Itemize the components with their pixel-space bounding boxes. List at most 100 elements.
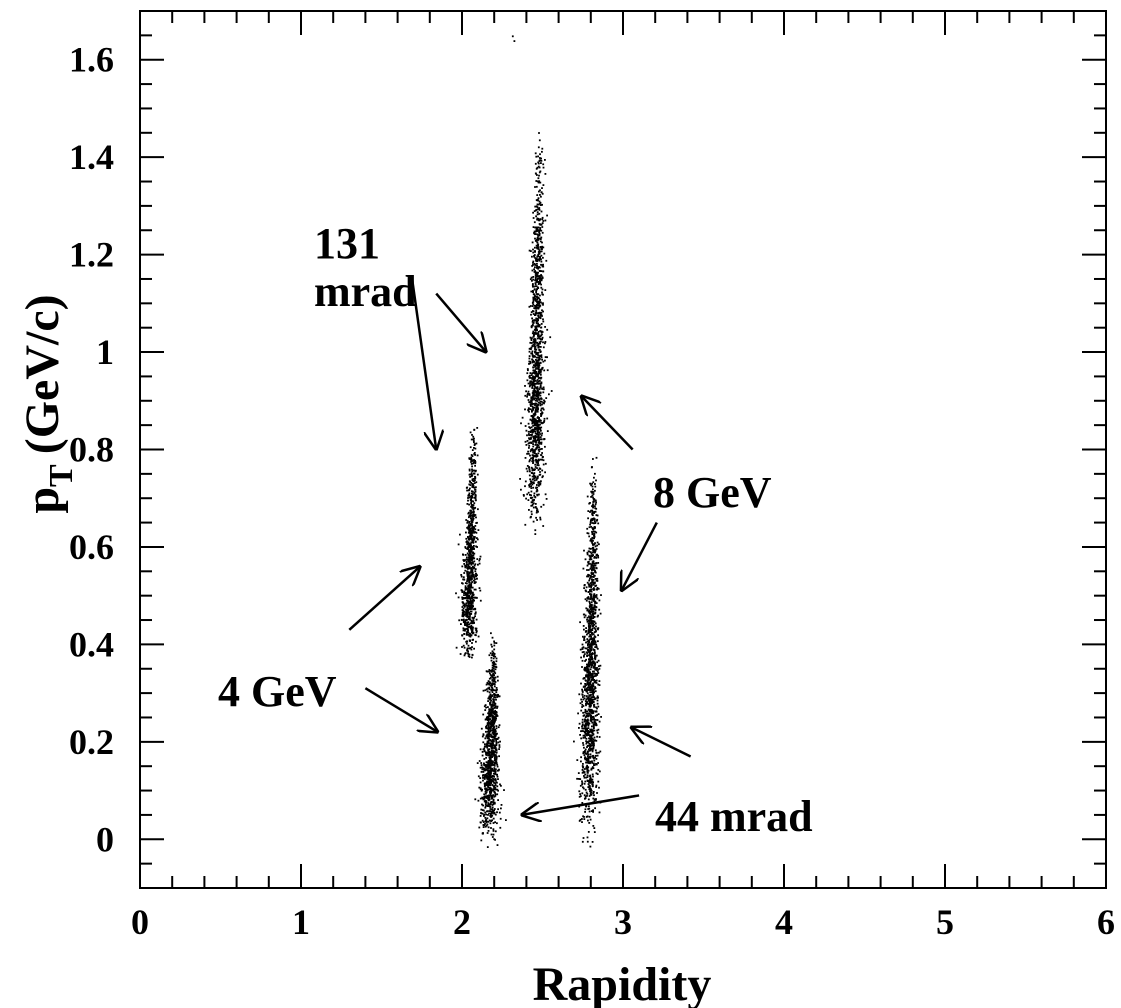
point-131-mrad-4-GeV <box>463 646 466 649</box>
point-131-mrad-8-GeV <box>533 376 536 379</box>
point-131-mrad-8-GeV <box>538 280 541 283</box>
point-131-mrad-8-GeV <box>527 442 530 445</box>
point-131-mrad-4-GeV <box>473 545 475 547</box>
point-44-mrad-8-GeV <box>592 458 594 460</box>
point-131-mrad-4-GeV <box>462 615 465 618</box>
point-44-mrad-4-GeV <box>488 819 491 822</box>
point-44-mrad-8-GeV <box>584 808 587 811</box>
point-131-mrad-8-GeV <box>537 317 539 320</box>
point-131-mrad-4-GeV <box>471 653 474 656</box>
point-44-mrad-8-GeV <box>591 505 593 508</box>
point-131-mrad-4-GeV <box>471 581 473 583</box>
point-131-mrad-8-GeV <box>524 440 527 443</box>
point-131-mrad-4-GeV <box>473 567 475 570</box>
point-44-mrad-8-GeV <box>593 661 596 664</box>
point-131-mrad-8-GeV <box>538 171 541 174</box>
point-44-mrad-8-GeV <box>582 646 585 649</box>
point-44-mrad-8-GeV <box>594 687 597 689</box>
point-44-mrad-8-GeV <box>589 755 592 758</box>
point-44-mrad-8-GeV <box>585 651 588 654</box>
point-131-mrad-4-GeV <box>472 507 474 510</box>
point-131-mrad-4-GeV <box>463 605 466 608</box>
point-131-mrad-8-GeV <box>532 262 534 264</box>
point-131-mrad-4-GeV <box>479 589 482 592</box>
point-131-mrad-4-GeV <box>470 438 473 441</box>
point-131-mrad-8-GeV <box>538 231 540 233</box>
point-131-mrad-8-GeV <box>532 413 535 416</box>
point-131-mrad-8-GeV <box>538 474 541 476</box>
point-131-mrad-4-GeV <box>473 511 475 513</box>
point-131-mrad-8-GeV <box>537 404 539 407</box>
point-44-mrad-8-GeV <box>586 779 589 782</box>
point-131-mrad-8-GeV <box>531 405 534 408</box>
point-131-mrad-4-GeV <box>465 531 467 534</box>
point-44-mrad-8-GeV <box>596 702 599 705</box>
point-44-mrad-4-GeV <box>491 784 494 786</box>
point-44-mrad-4-GeV <box>485 756 487 759</box>
point-131-mrad-8-GeV <box>531 355 534 357</box>
point-44-mrad-8-GeV <box>588 616 591 619</box>
point-131-mrad-8-GeV <box>528 438 531 441</box>
point-131-mrad-4-GeV <box>471 505 474 508</box>
point-131-mrad-8-GeV <box>536 213 539 216</box>
point-44-mrad-4-GeV <box>483 815 485 817</box>
point-131-mrad-8-GeV <box>534 276 537 279</box>
point-44-mrad-4-GeV <box>493 790 496 793</box>
point-44-mrad-8-GeV <box>586 608 589 611</box>
point-44-mrad-4-GeV <box>488 709 491 712</box>
point-131-mrad-8-GeV <box>535 289 538 292</box>
point-44-mrad-4-GeV <box>481 796 484 799</box>
point-131-mrad-8-GeV <box>534 283 537 286</box>
point-44-mrad-8-GeV <box>596 580 599 582</box>
point-44-mrad-4-GeV <box>484 718 487 721</box>
point-131-mrad-8-GeV <box>532 360 535 363</box>
point-44-mrad-8-GeV <box>591 536 594 539</box>
point-131-mrad-8-GeV <box>534 297 537 300</box>
point-44-mrad-4-GeV <box>486 788 489 791</box>
point-44-mrad-4-GeV <box>495 727 498 730</box>
annotation-131-line1: 131 <box>314 219 380 268</box>
point-44-mrad-4-GeV <box>485 773 488 775</box>
point-131-mrad-8-GeV <box>533 297 536 299</box>
point-44-mrad-8-GeV <box>588 694 591 697</box>
point-44-mrad-4-GeV <box>492 828 495 831</box>
point-131-mrad-8-GeV <box>533 307 536 309</box>
point-44-mrad-8-GeV <box>585 641 587 644</box>
point-131-mrad-4-GeV <box>470 457 473 460</box>
point-131-mrad-4-GeV <box>467 604 469 607</box>
point-44-mrad-8-GeV <box>594 721 597 724</box>
point-44-mrad-8-GeV <box>581 802 584 804</box>
point-131-mrad-8-GeV <box>529 362 532 365</box>
point-44-mrad-8-GeV <box>580 760 582 763</box>
point-131-mrad-4-GeV <box>460 618 463 621</box>
point-131-mrad-8-GeV <box>532 359 535 362</box>
point-44-mrad-4-GeV <box>493 747 496 750</box>
point-131-mrad-8-GeV <box>535 291 537 293</box>
point-44-mrad-8-GeV <box>590 615 592 618</box>
point-44-mrad-8-GeV <box>587 644 589 646</box>
point-131-mrad-8-GeV <box>534 314 536 316</box>
point-44-mrad-8-GeV <box>595 567 598 569</box>
point-44-mrad-4-GeV <box>489 822 492 825</box>
point-131-mrad-8-GeV <box>546 356 548 359</box>
point-44-mrad-4-GeV <box>489 693 492 696</box>
point-44-mrad-8-GeV <box>593 744 595 747</box>
point-131-mrad-8-GeV <box>532 299 535 301</box>
point-44-mrad-8-GeV <box>587 663 590 666</box>
point-131-mrad-4-GeV <box>471 490 474 493</box>
point-44-mrad-8-GeV <box>590 509 593 512</box>
point-131-mrad-8-GeV <box>529 403 532 405</box>
point-44-mrad-8-GeV <box>588 554 591 557</box>
point-131-mrad-4-GeV <box>467 542 470 545</box>
point-44-mrad-4-GeV <box>493 679 496 682</box>
point-131-mrad-8-GeV <box>539 335 542 338</box>
point-131-mrad-8-GeV <box>538 275 541 277</box>
point-131-mrad-4-GeV <box>466 570 469 573</box>
point-131-mrad-4-GeV <box>469 527 471 530</box>
point-44-mrad-8-GeV <box>592 581 595 584</box>
point-131-mrad-8-GeV <box>533 250 536 252</box>
point-44-mrad-8-GeV <box>585 776 588 779</box>
point-131-mrad-8-GeV <box>532 301 535 303</box>
point-131-mrad-8-GeV <box>538 388 541 391</box>
point-131-mrad-8-GeV <box>528 460 531 463</box>
